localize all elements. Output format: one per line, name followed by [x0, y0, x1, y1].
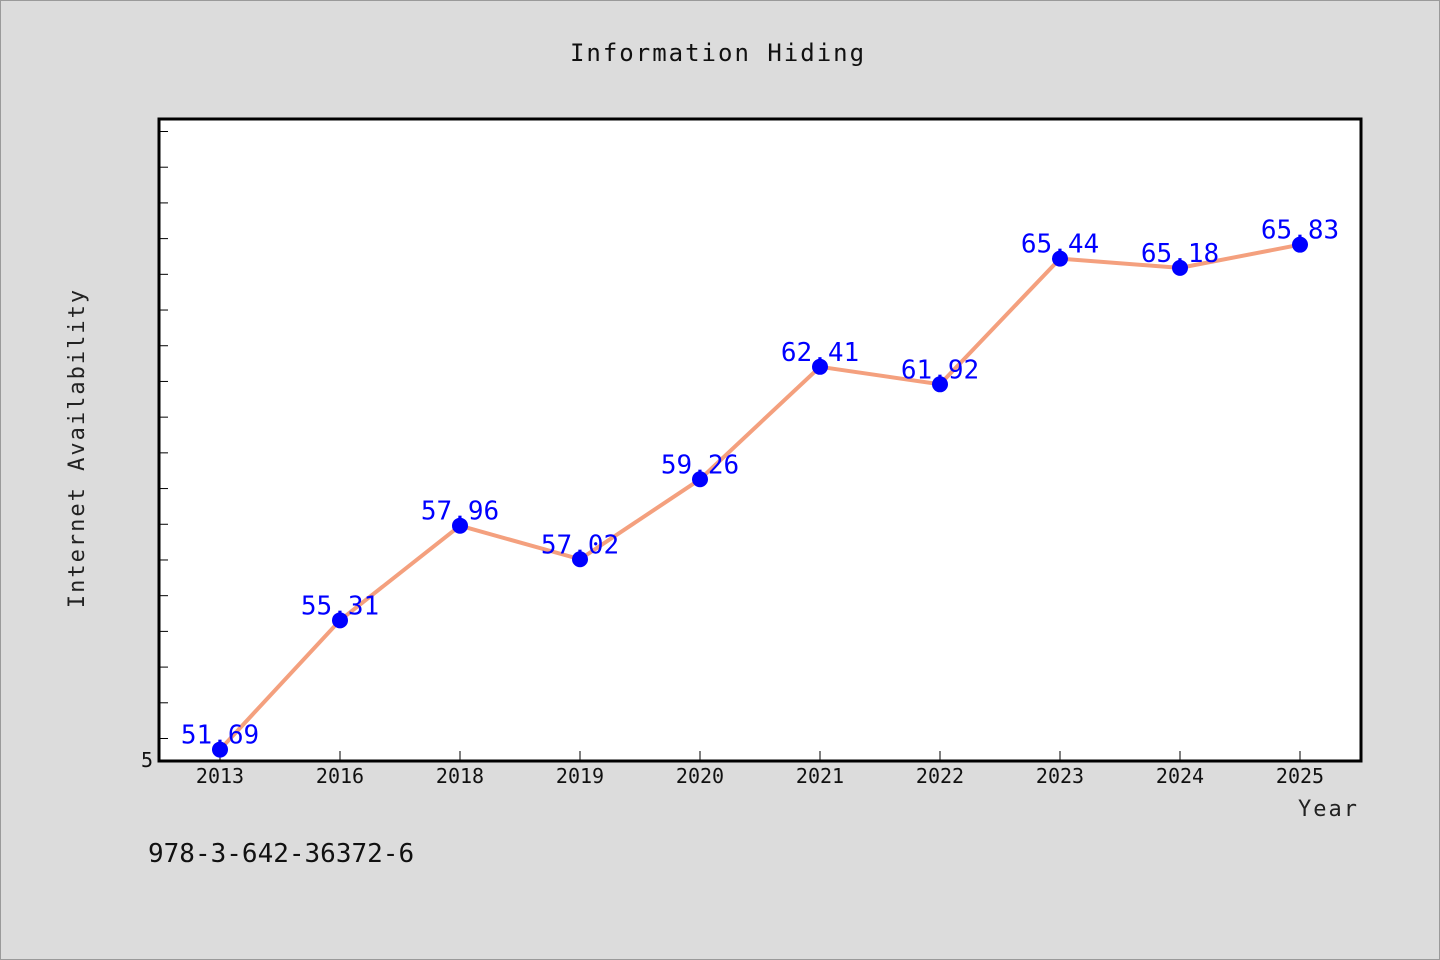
x-tick-label-2013: 2013 [196, 764, 244, 788]
data-point-2019 [572, 551, 588, 568]
x-axis-ticks: 2013 2016 2018 2019 2020 2021 2022 2023 2024 2025 [196, 751, 1324, 788]
x-tick-label-2021: 2021 [796, 764, 844, 788]
footer-code: 978-3-642-36372-6 [148, 839, 414, 869]
x-tick-label-2025: 2025 [1276, 764, 1324, 788]
y-axis-label: Internet Availability [65, 288, 90, 608]
data-label-2013: 51.69 [181, 721, 259, 751]
data-label-layer: 51.69 55.31 57.96 57.02 59.26 62.41 61.92 65.44… [181, 216, 1339, 751]
data-point-2021 [812, 358, 828, 375]
data-point-2022 [932, 376, 948, 393]
data-label-2020: 59.26 [661, 450, 739, 480]
x-tick-label-2020: 2020 [676, 764, 724, 788]
data-label-2019: 57.02 [541, 530, 619, 560]
x-tick-label-2019: 2019 [556, 764, 604, 788]
x-tick-label-2018: 2018 [436, 764, 484, 788]
series-line [218, 242, 1302, 752]
data-label-2025: 65.83 [1261, 216, 1339, 246]
x-axis-label: Year [1298, 797, 1359, 822]
data-point-2025 [1292, 236, 1308, 253]
x-tick-label-2022: 2022 [916, 764, 964, 788]
y-tick-label-0: 5 [141, 748, 153, 772]
data-point-2018 [452, 517, 468, 534]
data-point-2013 [212, 741, 228, 758]
chart-title: Information Hiding [570, 39, 866, 67]
plot-area [157, 117, 1363, 763]
y-axis-ticks: 5 [141, 130, 168, 772]
x-tick-label-2023: 2023 [1036, 764, 1084, 788]
series-layer [212, 236, 1308, 758]
data-label-2022: 61.92 [901, 355, 979, 385]
data-point-2023 [1052, 250, 1068, 267]
data-label-2021: 62.41 [781, 338, 859, 368]
data-label-2024: 65.18 [1141, 239, 1219, 269]
data-point-2020 [692, 471, 708, 488]
data-label-2016: 55.31 [301, 591, 379, 621]
x-tick-label-2024: 2024 [1156, 764, 1204, 788]
data-point-2016 [332, 612, 348, 629]
data-label-2023: 65.44 [1021, 230, 1099, 260]
data-label-2018: 57.96 [421, 497, 499, 527]
data-point-2024 [1172, 259, 1188, 276]
x-tick-label-2016: 2016 [316, 764, 364, 788]
